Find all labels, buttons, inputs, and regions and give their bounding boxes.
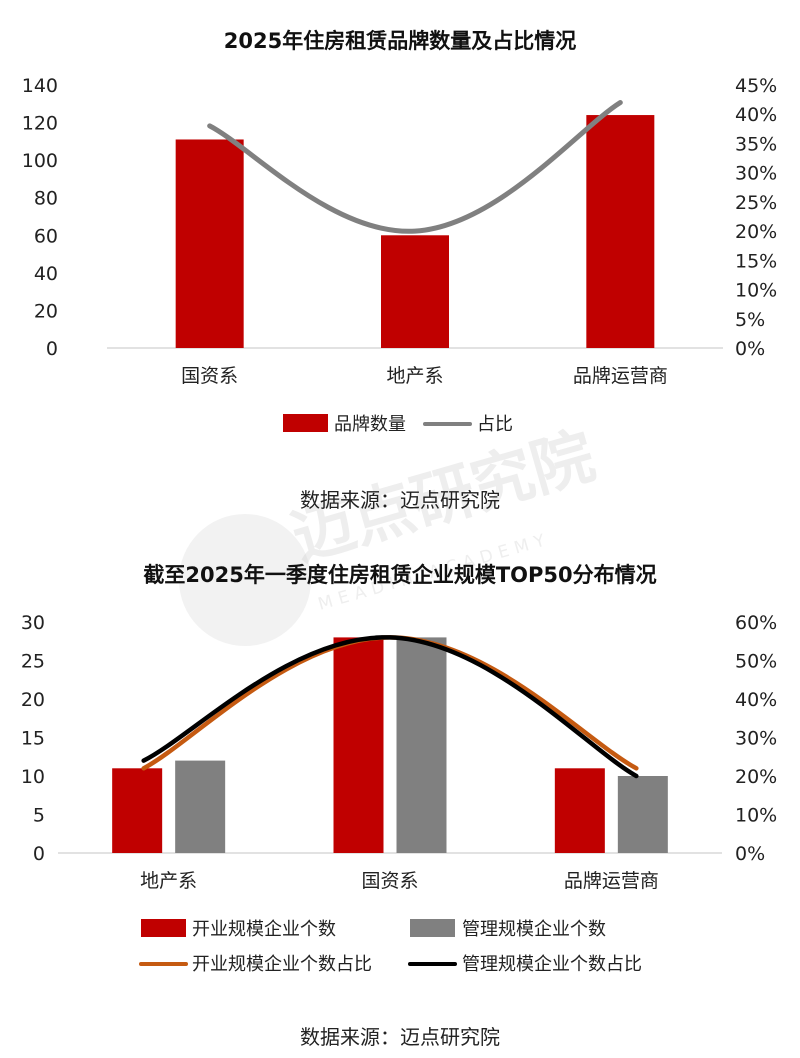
left-tick-label: 20 (21, 689, 45, 711)
chart-2-source: 数据来源：迈点研究院 (300, 1025, 500, 1049)
legend-label-share: 占比 (477, 414, 513, 435)
right-tick-label: 20% (735, 221, 777, 243)
watermark-logo-icon (179, 514, 311, 646)
category-label: 地产系 (386, 365, 443, 387)
bar (175, 760, 226, 853)
left-tick-label: 10 (21, 766, 45, 788)
left-tick-label: 0 (46, 338, 58, 360)
legend-label-managed-share: 管理规模企业个数占比 (462, 954, 642, 975)
left-tick-label: 25 (21, 651, 45, 673)
right-tick-label: 25% (735, 192, 777, 214)
chart-1-left-axis: 0 20 40 60 80 100 120 140 (22, 75, 58, 360)
right-tick-label: 40% (735, 689, 777, 711)
left-tick-label: 0 (33, 843, 45, 865)
chart-2-right-axis: 0% 10% 20% 30% 40% 50% 60% (735, 612, 777, 865)
right-tick-label: 35% (735, 133, 777, 155)
chart-2-lines (141, 635, 639, 779)
left-tick-label: 5 (33, 805, 45, 827)
right-tick-label: 10% (735, 805, 777, 827)
legend-swatch-brand-count (283, 414, 328, 432)
bar (554, 768, 605, 853)
chart-1-right-axis: 0% 5% 10% 15% 20% 25% 30% 35% 40% 45% (735, 75, 777, 360)
legend-label-managed-count: 管理规模企业个数 (462, 919, 606, 940)
left-tick-label: 30 (21, 612, 45, 634)
right-tick-label: 0% (735, 843, 765, 865)
bar (333, 637, 384, 853)
bar (175, 139, 244, 348)
legend-label-open-count: 开业规模企业个数 (192, 919, 336, 940)
series-line (141, 635, 639, 779)
watermark: 迈点研究院 MEADIN ACADEMY (179, 419, 602, 646)
series-line (141, 635, 639, 771)
left-tick-label: 40 (34, 263, 58, 285)
legend-label-open-share: 开业规模企业个数占比 (192, 954, 372, 975)
right-tick-label: 5% (735, 309, 765, 331)
chart-1-source: 数据来源：迈点研究院 (300, 488, 500, 512)
legend-swatch-open-count (141, 919, 186, 937)
chart-2-title: 截至2025年一季度住房租赁企业规模TOP50分布情况 (143, 563, 656, 587)
left-tick-label: 140 (22, 75, 58, 97)
legend-label-brand-count: 品牌数量 (334, 414, 406, 435)
right-tick-label: 50% (735, 651, 777, 673)
left-tick-label: 60 (34, 225, 58, 247)
bar (396, 637, 447, 853)
category-label: 地产系 (140, 870, 197, 892)
chart-2-categories: 地产系 国资系 品牌运营商 (140, 870, 659, 892)
category-label: 国资系 (181, 365, 238, 387)
chart-1-lines (207, 100, 623, 234)
left-tick-label: 100 (22, 150, 58, 172)
series-line (207, 100, 623, 234)
legend-swatch-managed-count (410, 919, 455, 937)
bar (112, 768, 163, 853)
category-label: 品牌运营商 (564, 870, 659, 892)
chart-1-legend: 品牌数量 占比 (283, 414, 513, 435)
chart-1: 2025年住房租赁品牌数量及占比情况 0 20 40 60 80 100 120 140 0%… (22, 29, 778, 512)
chart-2-left-axis: 0 5 10 15 20 25 30 (21, 612, 45, 865)
bar (617, 776, 668, 853)
left-tick-label: 20 (34, 300, 58, 322)
chart-1-categories: 国资系 地产系 品牌运营商 (181, 365, 668, 387)
right-tick-label: 40% (735, 104, 777, 126)
right-tick-label: 30% (735, 163, 777, 185)
chart-2: 截至2025年一季度住房租赁企业规模TOP50分布情况 0 5 10 15 20 25 30… (21, 563, 777, 1049)
right-tick-label: 30% (735, 728, 777, 750)
left-tick-label: 80 (34, 188, 58, 210)
bar (381, 235, 449, 348)
chart-1-title: 2025年住房租赁品牌数量及占比情况 (224, 29, 576, 53)
chart-1-bars (175, 115, 655, 348)
bar (586, 115, 655, 348)
category-label: 国资系 (361, 870, 418, 892)
right-tick-label: 10% (735, 280, 777, 302)
category-label: 品牌运营商 (573, 365, 668, 387)
left-tick-label: 15 (21, 728, 45, 750)
right-tick-label: 60% (735, 612, 777, 634)
chart-2-legend: 开业规模企业个数 管理规模企业个数 开业规模企业个数占比 管理规模企业个数占比 (139, 919, 642, 975)
chart-2-bars (112, 637, 668, 853)
right-tick-label: 15% (735, 250, 777, 272)
right-tick-label: 0% (735, 338, 765, 360)
right-tick-label: 45% (735, 75, 777, 97)
left-tick-label: 120 (22, 113, 58, 135)
right-tick-label: 20% (735, 766, 777, 788)
